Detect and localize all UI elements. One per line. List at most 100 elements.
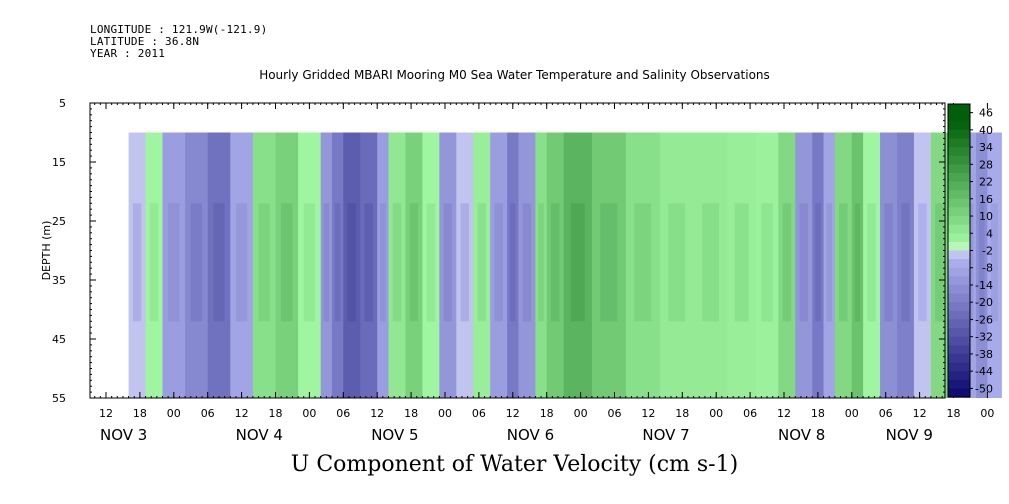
heatmap-cell: [901, 203, 910, 322]
colorbar-swatch: [948, 233, 970, 243]
colorbar-label: -44: [975, 365, 993, 378]
heatmap-cell: [867, 203, 876, 322]
colorbar-label: 28: [979, 158, 993, 171]
heatmap-cell: [978, 203, 985, 322]
heatmap-cell: [522, 203, 532, 322]
colorbar-label: 10: [979, 210, 993, 223]
x-tick-label: 00: [438, 407, 452, 420]
heatmap-cell: [799, 203, 809, 322]
colorbar-swatch: [948, 190, 970, 200]
heatmap-cell: [281, 203, 293, 322]
colorbar-swatch: [948, 172, 970, 183]
colorbar-label: 40: [979, 124, 993, 137]
x-tick-label: 00: [709, 407, 723, 420]
heatmap-cell: [815, 203, 821, 322]
x-tick-label: 18: [947, 407, 961, 420]
colorbar-label: -2: [982, 245, 993, 258]
year-label: YEAR : 2011: [90, 47, 166, 60]
x-tick-label: 12: [913, 407, 927, 420]
x-day-label: NOV 3: [100, 426, 147, 444]
colorbar-swatch: [948, 198, 970, 209]
y-axis-label: DEPTH (m): [40, 221, 53, 281]
x-tick-label: 12: [370, 407, 384, 420]
colorbar-swatch: [948, 276, 970, 286]
colorbar-swatch: [948, 302, 970, 312]
colorbar-swatch: [948, 336, 970, 346]
x-tick-label: 12: [506, 407, 520, 420]
heatmap-cell: [918, 203, 927, 322]
heatmap-cell: [600, 203, 618, 322]
heatmap-cell: [935, 203, 944, 322]
heatmap-cell: [303, 203, 316, 322]
heatmap-cell: [702, 203, 720, 322]
colorbar-swatch: [948, 319, 970, 329]
heatmap-cell: [132, 203, 142, 322]
colorbar-label: -14: [975, 279, 993, 292]
colorbar-swatch: [948, 379, 970, 389]
x-tick-label: 18: [540, 407, 554, 420]
colorbar-swatch: [948, 207, 970, 217]
x-day-label: NOV 6: [507, 426, 554, 444]
x-tick-label: 00: [167, 407, 181, 420]
heatmap-cell: [364, 203, 373, 322]
heatmap-cell: [990, 203, 998, 322]
y-tick-label: 15: [52, 156, 66, 169]
x-tick-label: 00: [980, 407, 994, 420]
heatmap-cell: [460, 203, 470, 322]
y-tick-label: 35: [52, 274, 66, 287]
colorbar-swatch: [948, 353, 970, 364]
heatmap-cell: [477, 203, 486, 322]
colorbar-label: 4: [986, 227, 993, 240]
heatmap-cell: [409, 203, 419, 322]
colorbar-swatch: [948, 104, 970, 114]
heatmap-cell: [734, 203, 749, 322]
heatmap-cell: [168, 203, 180, 322]
heatmap-cell: [190, 203, 203, 322]
y-tick-label: 5: [59, 97, 66, 110]
y-tick-label: 25: [52, 215, 66, 228]
x-tick-label: 00: [574, 407, 588, 420]
y-tick-label: 55: [52, 392, 66, 405]
heatmap-cell: [258, 203, 270, 322]
colorbar-label: -20: [975, 296, 993, 309]
colorbar-label: -50: [975, 382, 993, 395]
x-tick-label: 18: [269, 407, 283, 420]
x-tick-label: 00: [845, 407, 859, 420]
heatmap-cell: [426, 203, 436, 322]
x-tick-label: 18: [404, 407, 418, 420]
heatmap-cell: [334, 203, 341, 322]
colorbar-swatch: [948, 129, 970, 140]
colorbar-swatch: [948, 112, 970, 122]
heatmap-cell: [149, 203, 159, 322]
colorbar-swatch: [948, 121, 970, 131]
colorbar-swatch: [948, 293, 970, 303]
heatmap-cell: [392, 203, 402, 322]
colorbar-label: 16: [979, 193, 993, 206]
heatmap-cell: [380, 203, 386, 322]
x-tick-label: 06: [608, 407, 622, 420]
x-tick-label: 18: [675, 407, 689, 420]
colorbar-swatch: [948, 328, 970, 338]
colorbar-label: -38: [975, 348, 993, 361]
colorbar-swatch: [948, 371, 970, 381]
x-tick-label: 18: [133, 407, 147, 420]
x-axis-label: U Component of Water Velocity (cm s-1): [290, 452, 739, 477]
x-tick-label: 06: [743, 407, 757, 420]
colorbar-swatch: [948, 267, 970, 277]
heatmap-cell: [761, 203, 773, 322]
heatmap-cell: [494, 203, 503, 322]
x-tick-label: 06: [472, 407, 486, 420]
colorbar-label: 46: [979, 107, 993, 120]
heatmap-cell: [538, 203, 544, 322]
colorbar-swatch: [948, 138, 970, 148]
x-tick-label: 12: [235, 407, 249, 420]
heatmap-cell: [347, 203, 357, 322]
colorbar-label: 22: [979, 176, 993, 189]
colorbar-swatch: [948, 362, 970, 372]
heatmap-cell: [884, 203, 893, 322]
x-day-label: NOV 8: [778, 426, 825, 444]
colorbar-swatch: [948, 216, 970, 226]
chart-title: Hourly Gridded MBARI Mooring M0 Sea Wate…: [259, 68, 770, 82]
heatmap-cell: [668, 203, 686, 322]
